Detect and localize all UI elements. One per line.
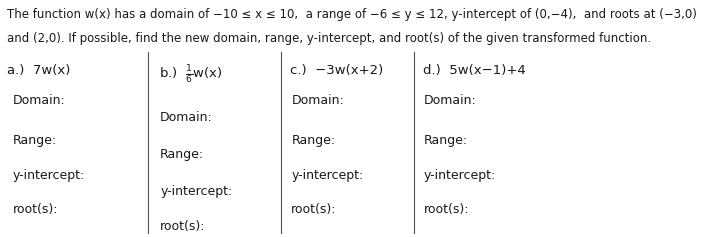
Text: The function w(x) has a domain of −10 ≤ x ≤ 10,  a range of −6 ≤ y ≤ 12, y-inter: The function w(x) has a domain of −10 ≤ … [7,8,697,21]
Text: Domain:: Domain: [13,94,65,107]
Text: y-intercept:: y-intercept: [160,185,233,198]
Text: Domain:: Domain: [160,110,213,123]
Text: y-intercept:: y-intercept: [291,169,364,182]
Text: and (2,0). If possible, find the new domain, range, y-intercept, and root(s) of : and (2,0). If possible, find the new dom… [7,32,651,45]
Text: d.)  5w(x−1)+4: d.) 5w(x−1)+4 [423,64,526,77]
Text: c.)  −3w(x+2): c.) −3w(x+2) [290,64,384,77]
Text: Domain:: Domain: [291,94,344,107]
Text: root(s):: root(s): [424,203,470,216]
Text: Domain:: Domain: [424,94,477,107]
Text: b.)  $\frac{1}{6}$w(x): b.) $\frac{1}{6}$w(x) [159,64,223,86]
Text: root(s):: root(s): [160,220,206,233]
Text: y-intercept:: y-intercept: [424,169,496,182]
Text: root(s):: root(s): [13,203,58,216]
Text: Range:: Range: [13,134,56,147]
Text: root(s):: root(s): [291,203,337,216]
Text: y-intercept:: y-intercept: [13,169,85,182]
Text: Range:: Range: [424,134,468,147]
Text: Range:: Range: [291,134,336,147]
Text: Range:: Range: [160,148,204,161]
Text: a.)  7w(x): a.) 7w(x) [7,64,71,77]
